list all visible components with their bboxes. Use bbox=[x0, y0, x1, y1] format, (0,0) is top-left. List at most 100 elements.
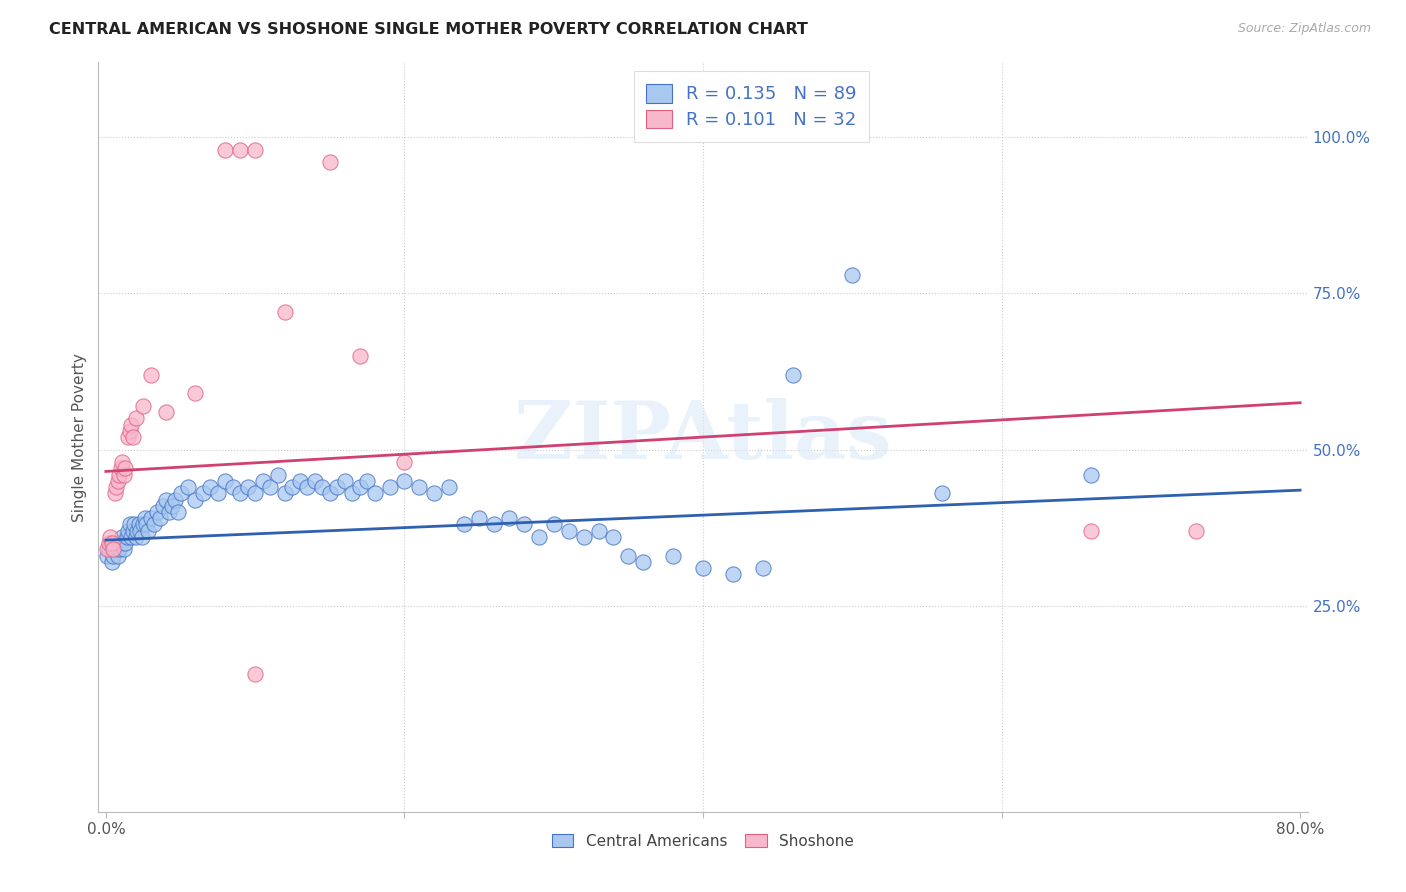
Point bbox=[112, 542, 135, 557]
Point bbox=[468, 511, 491, 525]
Point bbox=[394, 455, 416, 469]
Point bbox=[311, 480, 333, 494]
Point bbox=[139, 511, 162, 525]
Point bbox=[423, 486, 446, 500]
Point bbox=[408, 480, 430, 494]
Point bbox=[543, 517, 565, 532]
Point bbox=[110, 461, 132, 475]
Point bbox=[319, 155, 342, 169]
Point bbox=[274, 486, 297, 500]
Point bbox=[128, 517, 150, 532]
Point bbox=[617, 549, 640, 563]
Point bbox=[110, 536, 132, 550]
Point bbox=[439, 480, 461, 494]
Y-axis label: Single Mother Poverty: Single Mother Poverty bbox=[72, 352, 87, 522]
Point bbox=[191, 486, 214, 500]
Text: Source: ZipAtlas.com: Source: ZipAtlas.com bbox=[1237, 22, 1371, 36]
Point bbox=[155, 492, 177, 507]
Point bbox=[111, 530, 134, 544]
Point bbox=[98, 536, 121, 550]
Point bbox=[229, 486, 252, 500]
Point bbox=[97, 542, 120, 557]
Point bbox=[259, 480, 281, 494]
Point bbox=[184, 386, 207, 401]
Point bbox=[135, 517, 157, 532]
Point bbox=[145, 505, 167, 519]
Point bbox=[152, 499, 174, 513]
Point bbox=[394, 474, 416, 488]
Point bbox=[134, 511, 156, 525]
Point bbox=[340, 486, 363, 500]
Point bbox=[155, 405, 177, 419]
Point bbox=[1184, 524, 1206, 538]
Point bbox=[132, 517, 155, 532]
Point bbox=[931, 486, 953, 500]
Point bbox=[557, 524, 579, 538]
Point bbox=[108, 467, 131, 482]
Legend: Central Americans, Shoshone: Central Americans, Shoshone bbox=[544, 826, 862, 856]
Point bbox=[127, 524, 149, 538]
Point bbox=[118, 517, 141, 532]
Point bbox=[97, 536, 120, 550]
Point bbox=[602, 530, 624, 544]
Point bbox=[114, 461, 136, 475]
Point bbox=[117, 524, 139, 538]
Point bbox=[304, 474, 326, 488]
Point bbox=[177, 480, 200, 494]
Point bbox=[498, 511, 520, 525]
Point bbox=[782, 368, 804, 382]
Point bbox=[103, 542, 125, 557]
Point bbox=[214, 143, 236, 157]
Point bbox=[103, 549, 125, 563]
Point bbox=[132, 399, 155, 413]
Point bbox=[222, 480, 245, 494]
Point bbox=[243, 486, 266, 500]
Point bbox=[166, 505, 188, 519]
Point bbox=[333, 474, 356, 488]
Point bbox=[633, 555, 655, 569]
Point bbox=[692, 561, 714, 575]
Point bbox=[96, 542, 118, 557]
Point bbox=[104, 542, 127, 557]
Point bbox=[297, 480, 319, 494]
Point bbox=[160, 499, 183, 513]
Point bbox=[266, 467, 288, 482]
Point bbox=[107, 474, 129, 488]
Point bbox=[104, 486, 127, 500]
Point bbox=[319, 486, 342, 500]
Point bbox=[120, 530, 142, 544]
Point bbox=[131, 530, 153, 544]
Point bbox=[121, 430, 143, 444]
Point bbox=[129, 524, 152, 538]
Point bbox=[101, 555, 124, 569]
Point bbox=[751, 561, 773, 575]
Point bbox=[107, 549, 129, 563]
Point bbox=[572, 530, 595, 544]
Point bbox=[243, 143, 266, 157]
Point bbox=[274, 305, 297, 319]
Point bbox=[356, 474, 378, 488]
Point bbox=[527, 530, 550, 544]
Point bbox=[157, 505, 180, 519]
Point bbox=[142, 517, 165, 532]
Point bbox=[236, 480, 259, 494]
Point bbox=[121, 524, 143, 538]
Point bbox=[214, 474, 236, 488]
Point bbox=[662, 549, 685, 563]
Point bbox=[118, 424, 141, 438]
Point bbox=[105, 536, 128, 550]
Point bbox=[243, 667, 266, 681]
Point bbox=[101, 536, 124, 550]
Point bbox=[120, 417, 142, 432]
Point bbox=[136, 524, 159, 538]
Point bbox=[200, 480, 222, 494]
Point bbox=[326, 480, 349, 494]
Point bbox=[1080, 467, 1102, 482]
Point bbox=[125, 411, 148, 425]
Point bbox=[114, 536, 136, 550]
Point bbox=[105, 480, 128, 494]
Point bbox=[149, 511, 172, 525]
Point bbox=[108, 542, 131, 557]
Point bbox=[111, 455, 134, 469]
Point bbox=[513, 517, 536, 532]
